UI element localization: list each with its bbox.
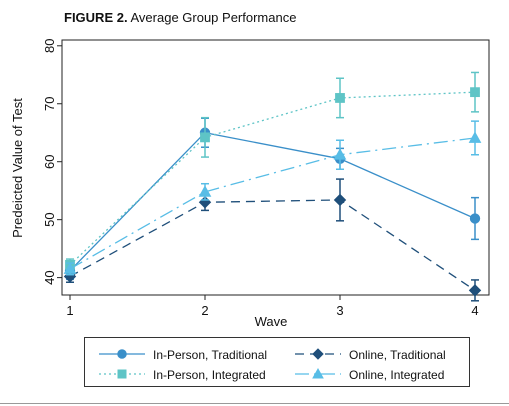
x-axis-label: Wave bbox=[255, 314, 288, 329]
data-point-triangle bbox=[63, 262, 77, 274]
x-tick-label: 1 bbox=[66, 303, 73, 318]
y-axis-label: Predeicted Value of Test bbox=[10, 98, 25, 238]
legend-item: Online, Traditional bbox=[293, 345, 469, 363]
chart-series-layer bbox=[63, 71, 482, 302]
x-tick-label: 4 bbox=[471, 303, 478, 318]
chart-axes: 40 50 60 70 80 1 2 3 4 bbox=[42, 39, 490, 318]
y-tick-label: 40 bbox=[42, 270, 57, 284]
x-tick-label: 2 bbox=[201, 303, 208, 318]
data-point-square bbox=[335, 93, 345, 103]
legend-label: Online, Traditional bbox=[349, 348, 446, 362]
figure-label: FIGURE 2. bbox=[64, 10, 128, 25]
series-line bbox=[69, 132, 476, 272]
legend-swatch bbox=[99, 369, 145, 379]
series-line bbox=[69, 91, 476, 266]
data-point-triangle bbox=[198, 185, 212, 197]
legend-swatch bbox=[295, 348, 341, 360]
data-point-triangle bbox=[468, 131, 482, 143]
legend-item: Online, Integrated bbox=[293, 365, 469, 383]
chart-legend: In-Person, Traditional Online, Traditiona… bbox=[84, 337, 470, 387]
legend-swatch bbox=[99, 349, 145, 359]
data-point-square bbox=[470, 87, 480, 98]
legend-item: In-Person, Integrated bbox=[97, 365, 273, 383]
legend-item: In-Person, Traditional bbox=[97, 345, 273, 363]
figure-title: FIGURE 2. Average Group Performance bbox=[64, 10, 296, 25]
data-point-circle bbox=[469, 213, 481, 224]
plot-frame bbox=[61, 39, 490, 296]
data-point-square bbox=[200, 132, 210, 143]
y-tick-label: 70 bbox=[42, 97, 57, 111]
data-point-diamond bbox=[333, 193, 347, 207]
legend-label: Online, Integrated bbox=[349, 368, 445, 382]
legend-swatch bbox=[295, 367, 341, 379]
data-point-diamond bbox=[468, 284, 482, 297]
legend-label: In-Person, Integrated bbox=[153, 368, 266, 382]
x-tick-label: 3 bbox=[336, 303, 343, 318]
series-line bbox=[69, 199, 476, 291]
bottom-divider bbox=[0, 403, 509, 404]
figure-caption: Average Group Performance bbox=[130, 10, 297, 25]
data-point-triangle bbox=[333, 148, 347, 160]
y-tick-label: 80 bbox=[42, 39, 57, 53]
legend-label: In-Person, Traditional bbox=[153, 348, 268, 362]
series-square bbox=[65, 71, 480, 272]
series-triangle bbox=[63, 120, 482, 276]
y-tick-label: 50 bbox=[42, 212, 57, 226]
series-circle bbox=[64, 117, 481, 281]
y-tick-label: 60 bbox=[42, 154, 57, 168]
series-diamond bbox=[63, 178, 482, 302]
